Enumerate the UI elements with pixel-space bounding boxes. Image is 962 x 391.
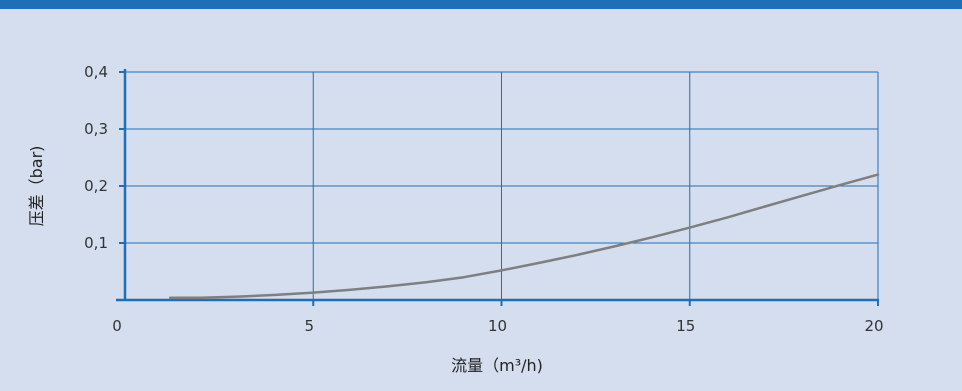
y-tick-label-2: 0,3: [84, 120, 108, 138]
axes: [116, 69, 879, 306]
grid-lines: [125, 71, 879, 300]
y-axis-title: 压差（bar): [27, 146, 46, 227]
x-tick-label-1: 5: [304, 317, 314, 335]
y-tick-label-0: 0,1: [84, 234, 108, 252]
x-tick-label-3: 15: [676, 317, 695, 335]
y-tick-label-1: 0,2: [84, 177, 108, 195]
tick-labels: 0,1 0,2 0,3 0,4 0 5 10 15 20: [84, 63, 883, 335]
pressure-curve-0: [168, 173, 880, 299]
series-layer: [168, 173, 880, 299]
header-bar: [0, 0, 962, 9]
x-tick-label-2: 10: [488, 317, 507, 335]
x-tick-label-4: 20: [864, 317, 883, 335]
x-tick-label-0: 0: [112, 317, 122, 335]
y-tick-label-3: 0,4: [84, 63, 108, 81]
x-axis-title: 流量（m³/h): [451, 356, 543, 375]
